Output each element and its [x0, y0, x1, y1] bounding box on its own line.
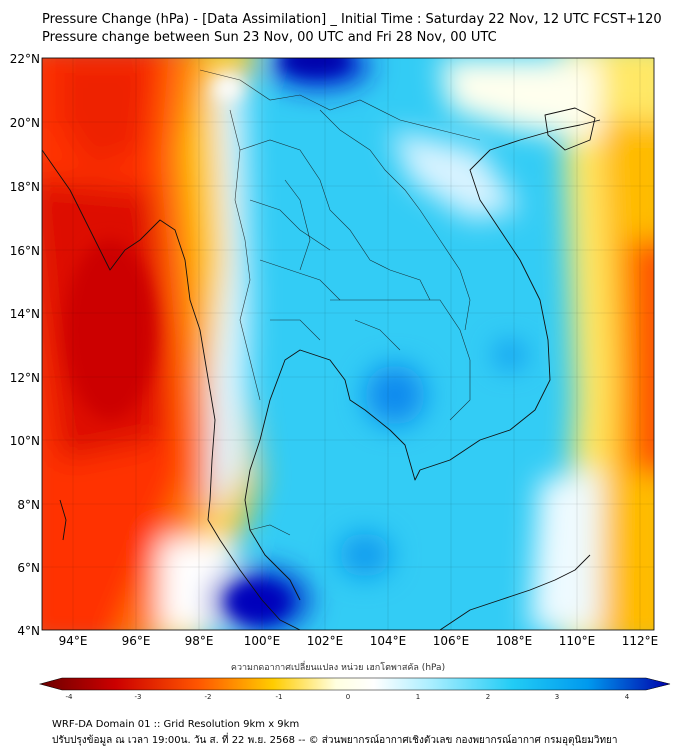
lat-label: 18°N	[10, 180, 40, 194]
colorbar-tick: 3	[555, 693, 559, 701]
colorbar-strip	[38, 677, 671, 691]
lon-label: 96°E	[122, 634, 151, 648]
lat-label: 4°N	[17, 624, 40, 638]
coastlines	[42, 107, 601, 630]
borders	[199, 69, 481, 536]
lat-label: 14°N	[10, 307, 40, 321]
colorbar-tick: -2	[205, 693, 212, 701]
footer-credit: ปรับปรุงข้อมูล ณ เวลา 19:00น. วัน ส. ที่…	[52, 735, 618, 746]
lon-label: 94°E	[59, 634, 88, 648]
colorbar-tick: 4	[625, 693, 630, 701]
colorbar-tick: 0	[346, 693, 350, 701]
lat-label: 22°N	[10, 52, 40, 66]
lon-label: 100°E	[244, 634, 281, 648]
pressure-change-map: 22°N 20°N 18°N 16°N 14°N 12°N 10°N 8°N 6…	[10, 52, 671, 701]
lon-label: 106°E	[433, 634, 470, 648]
lon-label: 98°E	[185, 634, 214, 648]
lat-label: 16°N	[10, 244, 40, 258]
lat-label: 10°N	[10, 434, 40, 448]
colorbar-tick: -4	[66, 693, 74, 701]
map-frame	[41, 57, 655, 631]
gridlines	[42, 58, 654, 630]
colorbar-tick: 1	[416, 693, 420, 701]
colorbar-tick: -1	[276, 693, 283, 701]
lon-label: 110°E	[559, 634, 596, 648]
pressure-field	[42, 58, 654, 630]
lat-label: 12°N	[10, 371, 40, 385]
lat-label: 20°N	[10, 116, 40, 130]
footer-model-info: WRF-DA Domain 01 :: Grid Resolution 9km …	[52, 719, 300, 730]
lon-label: 104°E	[370, 634, 407, 648]
colorbar: -4 -3 -2 -1 0 1 2 3 4	[38, 677, 671, 701]
title-line-2: Pressure change between Sun 23 Nov, 00 U…	[42, 30, 497, 45]
lon-label: 108°E	[496, 634, 533, 648]
colorbar-ticks: -4 -3 -2 -1 0 1 2 3 4	[66, 693, 630, 701]
lat-label: 6°N	[17, 561, 40, 575]
colorbar-title: ความกดอากาศเปลี่ยนแปลง หน่วย เฮกโตพาสคัล…	[230, 663, 446, 673]
colorbar-tick: 2	[486, 693, 490, 701]
lat-axis: 22°N 20°N 18°N 16°N 14°N 12°N 10°N 8°N 6…	[10, 52, 40, 638]
colorbar-tick: -3	[135, 693, 142, 701]
lon-axis: 94°E 96°E 98°E 100°E 102°E 104°E 106°E 1…	[59, 634, 659, 648]
lon-label: 102°E	[307, 634, 344, 648]
title-line-1: Pressure Change (hPa) - [Data Assimilati…	[42, 12, 662, 27]
lon-label: 112°E	[622, 634, 659, 648]
lat-label: 8°N	[17, 498, 40, 512]
